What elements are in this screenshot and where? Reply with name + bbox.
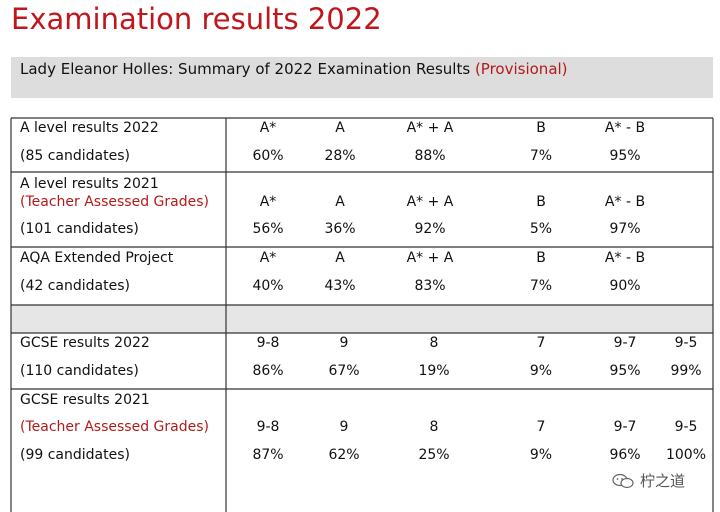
alevel2021-value: 36% [324, 221, 356, 237]
gcse2022-header-9: 9 [339, 335, 349, 351]
alevel2022-header-astar: A* [259, 120, 277, 136]
gcse2021-header-9: 9 [339, 419, 349, 435]
epq-header-b: B [536, 250, 546, 266]
gcse2021-value: 25% [418, 447, 450, 463]
epq-value: 43% [324, 278, 356, 294]
alevel2022-value: 95% [609, 148, 641, 164]
watermark: 柠之道 [612, 470, 685, 491]
gcse2022-header-9-5: 9-5 [674, 335, 698, 351]
epq-value: 7% [529, 278, 553, 294]
alevel2022-value: 60% [252, 148, 284, 164]
alevel2021-value: 5% [529, 221, 553, 237]
alevel2021-header-a: A [335, 194, 345, 210]
epq-header-astar: A* [259, 250, 277, 266]
epq-value: 83% [414, 278, 446, 294]
gcse2022-value: 95% [609, 363, 641, 379]
gcse2021-note: (Teacher Assessed Grades) [20, 419, 209, 435]
alevel2022-header-b: B [536, 120, 546, 136]
gcse2021-header-9-5: 9-5 [674, 419, 698, 435]
gcse2021-value: 62% [328, 447, 360, 463]
epq-value: 90% [609, 278, 641, 294]
subtitle: Lady Eleanor Holles: Summary of 2022 Exa… [20, 60, 568, 78]
subtitle-status: (Provisional) [474, 60, 568, 78]
epq-header-astar-b: A* - B [604, 250, 646, 266]
gcse2021-value: 96% [609, 447, 641, 463]
subtitle-bar: Lady Eleanor Holles: Summary of 2022 Exa… [11, 57, 713, 98]
gcse2022-value: 9% [529, 363, 553, 379]
gcse2022-header-8: 8 [429, 335, 439, 351]
gcse2021-value: 100% [665, 447, 707, 463]
gcse2022-header-7: 7 [536, 335, 546, 351]
alevel2021-value: 56% [252, 221, 284, 237]
gcse2021-title: GCSE results 2021 [20, 392, 150, 408]
gcse2021-value: 9% [529, 447, 553, 463]
alevel2022-title: A level results 2022 [20, 120, 159, 136]
epq-title: AQA Extended Project [20, 250, 174, 266]
alevel2022-value: 88% [414, 148, 446, 164]
alevel2022-candidates: (85 candidates) [20, 148, 130, 164]
gcse2021-header-9-7: 9-7 [613, 419, 637, 435]
alevel2021-title: A level results 2021 [20, 176, 159, 192]
alevel2022-value: 28% [324, 148, 356, 164]
alevel2021-note: (Teacher Assessed Grades) [20, 194, 209, 210]
gcse2022-header-9-8: 9-8 [256, 335, 280, 351]
page-title: Examination results 2022 [11, 2, 382, 36]
gcse2022-value: 67% [328, 363, 360, 379]
alevel2021-header-astar-a: A* + A [406, 194, 454, 210]
alevel2021-header-astar-b: A* - B [604, 194, 646, 210]
watermark-text: 柠之道 [640, 472, 686, 490]
epq-candidates: (42 candidates) [20, 278, 130, 294]
alevel2021-candidates: (101 candidates) [20, 221, 139, 237]
gcse2022-candidates: (110 candidates) [20, 363, 139, 379]
alevel2021-header-astar: A* [259, 194, 277, 210]
alevel2022-header-astar-b: A* - B [604, 120, 646, 136]
gcse2021-header-7: 7 [536, 419, 546, 435]
gcse2022-value: 86% [252, 363, 284, 379]
alevel2022-value: 7% [529, 148, 553, 164]
gcse2022-value: 19% [418, 363, 450, 379]
epq-header-astar-a: A* + A [406, 250, 454, 266]
alevel2021-value: 97% [609, 221, 641, 237]
alevel2021-header-b: B [536, 194, 546, 210]
gcse2021-header-9-8: 9-8 [256, 419, 280, 435]
gcse2022-title: GCSE results 2022 [20, 335, 150, 351]
gcse2021-header-8: 8 [429, 419, 439, 435]
gcse2021-candidates: (99 candidates) [20, 447, 130, 463]
gcse2022-header-9-7: 9-7 [613, 335, 637, 351]
subtitle-main: Lady Eleanor Holles: Summary of 2022 Exa… [20, 60, 471, 78]
epq-value: 40% [252, 278, 284, 294]
spacer-row [11, 305, 713, 333]
alevel2021-value: 92% [414, 221, 446, 237]
epq-header-a: A [335, 250, 345, 266]
alevel2022-header-a: A [335, 120, 345, 136]
gcse2022-value: 99% [670, 363, 702, 379]
wechat-icon [612, 473, 634, 488]
alevel2022-header-astar-a: A* + A [406, 120, 454, 136]
gcse2021-value: 87% [252, 447, 284, 463]
